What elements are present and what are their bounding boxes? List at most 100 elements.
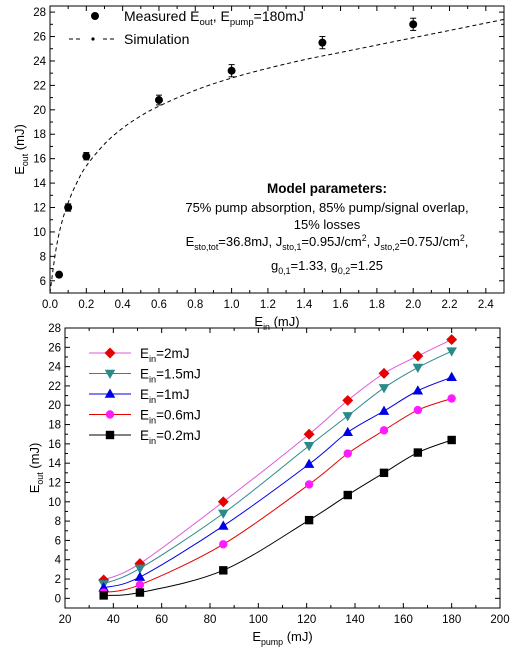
x-tick-label: 1.0 (224, 299, 240, 311)
y-tick-label: 20 (33, 105, 46, 117)
legend-label-0-part: in (149, 354, 156, 364)
y-axis-label-part: out (35, 472, 45, 485)
legend-label-2-part: =1mJ (156, 387, 189, 402)
x-tick-label: 0.0 (42, 299, 58, 311)
y-tick-label: 22 (48, 381, 61, 393)
annotation-line-2: 15% losses (294, 217, 361, 232)
legend-label-1: Ein​=1.5mJ (140, 367, 201, 385)
legend-label-1-part: =1.5mJ (156, 367, 201, 382)
measured-point (82, 152, 91, 161)
legend-dot-simulation (91, 37, 95, 41)
series-point-2 (98, 582, 109, 592)
x-tick-label: 120 (297, 614, 316, 626)
series-point-2 (134, 571, 146, 581)
series-point-1 (378, 384, 390, 394)
series-line-2 (103, 376, 452, 589)
y-tick-label: 28 (33, 7, 46, 19)
series-point-0 (446, 334, 458, 346)
legend-label-3-part: =0.6mJ (156, 408, 201, 423)
series-point-4 (135, 588, 145, 597)
legend-label-measured-part: pump (230, 17, 254, 28)
legend-label-measured: Measured Eout​, Epump​=180mJ (124, 8, 304, 28)
series-point-3 (343, 449, 352, 458)
y-tick-label: 8 (55, 516, 61, 528)
annotation-line-3-part: =36.8mJ, J (218, 234, 282, 249)
annotation-line-4-part: g (271, 258, 278, 273)
y-axis-label-part: out (20, 153, 30, 166)
series-point-1 (303, 442, 315, 452)
series-point-3 (219, 540, 228, 549)
series-point-2 (378, 405, 390, 415)
legend-label-measured-part: out (199, 17, 213, 28)
series-point-0 (303, 428, 315, 440)
legend-label-simulation: Simulation (124, 31, 189, 47)
legend-label-0: Ein​=2mJ (140, 346, 190, 364)
series-point-1 (342, 412, 353, 422)
x-tick-label: 0.4 (115, 299, 132, 311)
y-tick-label: 6 (55, 535, 61, 547)
series-point-1 (134, 564, 146, 574)
series-point-3 (135, 580, 145, 590)
series-point-2 (412, 385, 424, 395)
legend-label-1-part: in (149, 375, 156, 385)
x-axis-label: Epump​ (mJ) (252, 629, 312, 647)
series-point-1 (412, 363, 424, 374)
legend-marker-measured (91, 12, 99, 20)
simulation-curve (49, 18, 505, 294)
plot-frame-1 (64, 327, 501, 609)
y-tick-label: 20 (48, 400, 61, 412)
x-tick-label: 1.2 (260, 299, 276, 311)
x-axis-label-part: pump (261, 637, 283, 647)
series-point-0 (342, 394, 354, 406)
y-axis-label-part: E (12, 166, 27, 175)
legend-label-0-part: =2mJ (156, 346, 189, 361)
legend-label-measured-part: =180mJ (254, 8, 304, 24)
legend-label-3: Ein​=0.6mJ (140, 408, 201, 426)
annotation-line-3-part: 2 (460, 233, 465, 243)
legend-label-4-part: E (140, 428, 149, 443)
x-tick-label: 1.6 (333, 299, 349, 311)
x-axis-label-part: in (263, 322, 270, 332)
measured-point (64, 203, 73, 212)
annotation-line-3-part: , J (367, 234, 381, 249)
y-tick-label: 4 (55, 555, 62, 567)
y-tick-label: 24 (33, 56, 46, 68)
x-tick-label: 2.0 (405, 299, 421, 311)
series-point-4 (447, 435, 456, 445)
annotation-line-4-part: 0,1 (278, 266, 290, 276)
annotation-line-3-part: , (465, 234, 469, 249)
annotation-line-3-part: 2 (362, 233, 367, 243)
series-point-2 (303, 458, 315, 468)
measured-point (55, 270, 64, 279)
legend-marker-4 (105, 430, 115, 440)
series-point-1 (218, 509, 229, 519)
legend-label-1-part: E (140, 367, 149, 382)
x-axis-label-part: E (252, 629, 261, 644)
y-tick-label: 6 (40, 276, 46, 288)
x-tick-label: 0.6 (151, 299, 167, 311)
series-line-3 (103, 398, 452, 594)
y-tick-label: 28 (48, 323, 61, 335)
y-tick-label: 18 (48, 420, 61, 432)
series-point-0 (412, 350, 424, 362)
y-tick-label: 10 (33, 227, 46, 239)
series-line-1 (103, 350, 452, 585)
annotation-line-1: 75% pump absorption, 85% pump/signal ove… (185, 200, 468, 215)
x-axis-label-part: E (254, 314, 263, 329)
series-point-4 (304, 515, 314, 525)
x-tick-label: 80 (204, 614, 217, 626)
series-point-3 (379, 426, 389, 435)
series-point-0 (134, 558, 146, 570)
x-tick-label: 140 (345, 614, 364, 626)
x-axis-label: Ein​ (mJ) (254, 314, 299, 332)
x-tick-label: 100 (249, 614, 268, 626)
series-point-2 (446, 371, 457, 382)
series-point-2 (342, 426, 353, 437)
y-tick-label: 10 (48, 497, 61, 509)
x-tick-label: 1.4 (296, 299, 313, 311)
y-tick-label: 8 (40, 251, 46, 263)
annotation-line-4-part: 0,2 (338, 266, 350, 276)
x-tick-label: 180 (442, 614, 461, 626)
legend-marker-0 (104, 347, 116, 359)
legend-label-3-part: in (149, 416, 156, 426)
